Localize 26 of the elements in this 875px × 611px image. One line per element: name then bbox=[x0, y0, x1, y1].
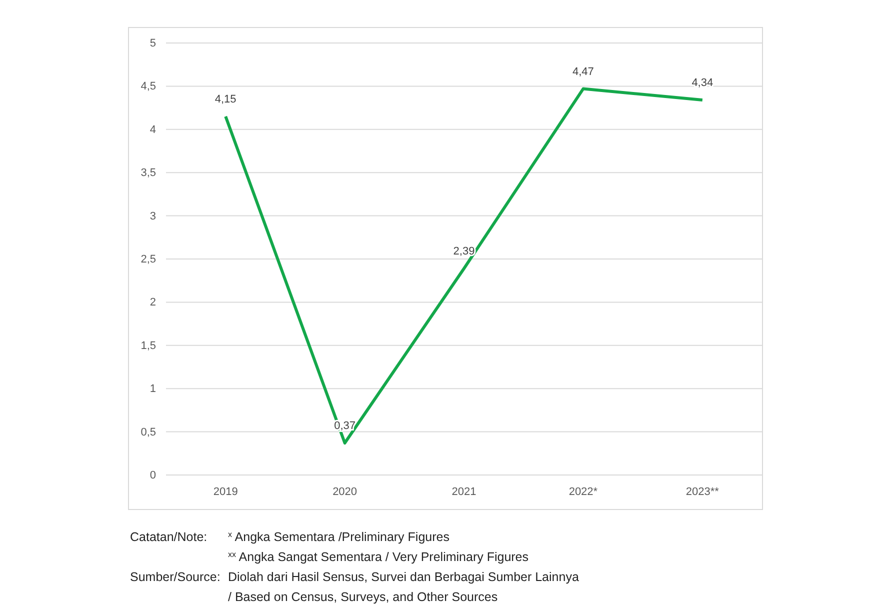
x-tick-label: 2019 bbox=[213, 486, 238, 498]
y-tick-label: 2,5 bbox=[140, 254, 156, 266]
y-tick-label: 0 bbox=[150, 470, 156, 482]
x-tick-label: 2020 bbox=[332, 486, 358, 498]
y-tick-label: 3,5 bbox=[140, 167, 156, 180]
text: Diolah dari Hasil Sensus, Survei dan Berbagai Sumber Lainnya bbox=[228, 570, 579, 584]
data-label: 4,34 bbox=[692, 77, 714, 90]
text: $^{x}$ Angka Sementara /Preliminary Figures bbox=[228, 530, 450, 544]
y-tick-label: 1,5 bbox=[140, 340, 156, 352]
data-label: 2,39 bbox=[453, 246, 475, 258]
y-tick-label: 5 bbox=[150, 38, 156, 50]
x-tick-label: 2023** bbox=[686, 486, 720, 498]
text: Sumber/Source: bbox=[130, 570, 220, 584]
y-tick-label: 0,5 bbox=[140, 426, 156, 438]
y-tick-label: 2 bbox=[150, 296, 156, 309]
y-tick-label: 1 bbox=[150, 383, 156, 396]
data-label: 4,47 bbox=[572, 66, 594, 78]
text: Catatan/Note: bbox=[130, 530, 208, 544]
text: / Based on Census, Surveys, and Other Sources bbox=[228, 590, 498, 604]
data-label: 4,15 bbox=[214, 93, 236, 106]
text: $^{xx}$ Angka Sangat Sementara / Very Preliminary Figures bbox=[228, 550, 529, 564]
y-tick-label: 4 bbox=[150, 124, 156, 136]
x-tick-label: 2021 bbox=[452, 486, 476, 498]
y-tick-label: 3 bbox=[150, 210, 156, 222]
y-tick-label: 4,5 bbox=[140, 80, 156, 93]
x-tick-label: 2022* bbox=[568, 486, 598, 498]
